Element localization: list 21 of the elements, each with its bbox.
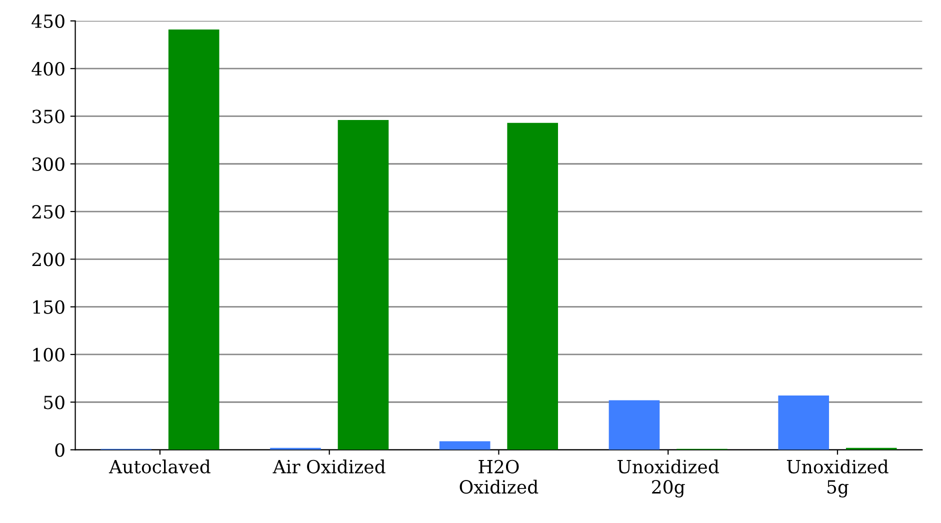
- y-tick-label: 250: [32, 204, 64, 219]
- y-tick-label: 300: [32, 157, 64, 171]
- y-tick-label: 400: [32, 62, 64, 76]
- y-tick-label: 450: [32, 14, 64, 28]
- y-tick-label: 50: [44, 396, 64, 410]
- bar: [507, 122, 558, 450]
- x-tick-label: Unoxidized 20g: [618, 460, 719, 498]
- x-tick-label: Unoxidized 5g: [786, 460, 888, 498]
- y-tick-label: 100: [33, 348, 64, 362]
- bar: [338, 120, 389, 450]
- y-tick-label: 200: [32, 252, 64, 266]
- x-tick-label: H2O Oxidized: [460, 460, 538, 494]
- bar: [439, 441, 490, 450]
- y-tick-label: 150: [33, 300, 64, 314]
- x-tick-label: Air Oxidized: [272, 460, 386, 474]
- x-tick-label: Autoclaved: [108, 460, 210, 474]
- bar: [778, 395, 830, 450]
- y-tick-label: 350: [32, 110, 64, 124]
- bar: [168, 29, 220, 450]
- bar: [608, 400, 660, 450]
- y-tick-label: 0: [55, 443, 64, 457]
